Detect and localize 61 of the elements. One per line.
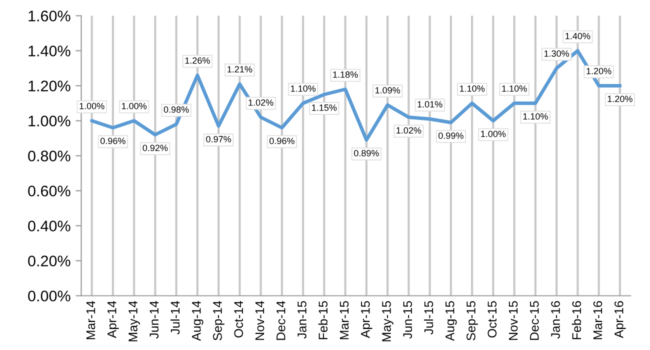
data-label: 0.99% [438, 132, 464, 139]
x-tick-label: May-14 [128, 300, 140, 342]
y-tick-label: 1.40% [28, 46, 70, 56]
data-label: 1.18% [333, 71, 358, 78]
x-tick-label: Apr-16 [614, 301, 626, 338]
data-label: 1.00% [122, 102, 147, 110]
y-tick-label: 1.20% [28, 80, 70, 92]
x-tick-label: Aug-15 [446, 301, 457, 341]
data-label: 0.96% [269, 138, 294, 144]
x-tick-label: Dec-15 [530, 301, 539, 340]
x-tick-label: Aug-14 [192, 300, 204, 341]
y-tick-label: 1.60% [28, 10, 70, 22]
x-tick-label: Jul-14 [170, 300, 180, 334]
x-tick-label: Nov-15 [508, 301, 518, 340]
data-label: 1.30% [544, 50, 570, 57]
data-label: 1.02% [248, 99, 274, 106]
x-tick-label: Jan-15 [298, 301, 306, 339]
data-label: 1.20% [608, 96, 632, 102]
data-label: 1.02% [396, 127, 422, 134]
data-label: 0.96% [100, 138, 126, 144]
x-tick-label: May-15 [382, 301, 394, 342]
x-tick-label: Oct-15 [488, 301, 497, 338]
y-tick-label: 0.80% [28, 150, 70, 162]
data-label: 1.26% [185, 57, 210, 64]
data-label: 1.15% [312, 104, 337, 111]
data-label: 0.97% [206, 136, 232, 142]
data-label: 1.20% [586, 68, 612, 74]
data-label: 1.10% [460, 85, 485, 92]
data-label: 0.89% [354, 150, 379, 156]
x-tick-label: Sep-14 [213, 300, 224, 340]
x-tick-label: Jun-15 [403, 301, 412, 339]
x-tick-label: Mar-16 [593, 301, 602, 340]
data-label: 1.40% [566, 32, 590, 40]
x-tick-label: Apr-15 [361, 301, 372, 338]
x-tick-label: Jun-14 [150, 300, 159, 339]
y-tick-label: 0.20% [28, 256, 70, 266]
data-label: 1.09% [375, 87, 400, 94]
x-tick-label: Oct-14 [234, 300, 244, 338]
x-tick-label: Feb-16 [572, 301, 582, 340]
x-tick-label: Dec-14 [276, 300, 286, 340]
y-tick-label: 0.60% [28, 186, 70, 196]
data-label: 1.00% [481, 130, 506, 138]
data-label: 1.10% [523, 113, 548, 120]
data-label: 1.00% [80, 102, 104, 110]
y-tick-label: 0.00% [28, 290, 70, 302]
data-label: 0.92% [142, 144, 168, 152]
x-tick-label: Feb-15 [318, 301, 328, 340]
data-label: 1.21% [228, 66, 252, 72]
x-tick-label: Apr-14 [108, 300, 119, 338]
x-tick-label: Sep-15 [466, 301, 478, 340]
data-label: 1.01% [418, 101, 442, 108]
x-tick-label: Jan-16 [551, 301, 560, 339]
y-tick-label: 0.40% [28, 220, 70, 232]
data-label: 0.98% [164, 106, 189, 113]
x-tick-label: Jul-15 [424, 301, 434, 334]
y-tick-label: 1.00% [28, 116, 70, 126]
data-label: 1.10% [502, 85, 527, 92]
x-tick-label: Mar-15 [340, 301, 349, 340]
data-label: 1.10% [290, 85, 316, 92]
x-tick-label: Mar-14 [86, 300, 96, 340]
x-tick-label: Nov-14 [255, 300, 264, 340]
